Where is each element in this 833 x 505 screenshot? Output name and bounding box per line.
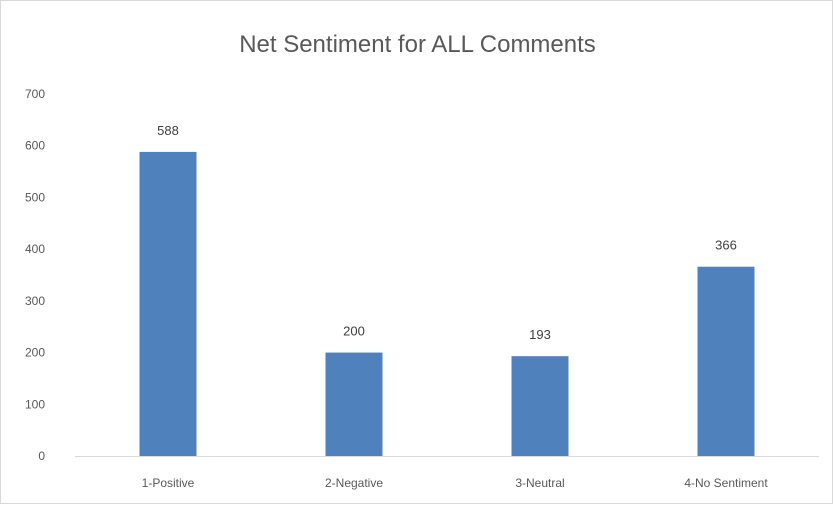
bar — [697, 266, 755, 456]
y-tick-label: 500 — [25, 190, 45, 204]
y-tick-label: 700 — [25, 87, 45, 101]
y-tick-label: 200 — [25, 346, 45, 360]
data-label: 588 — [157, 123, 179, 138]
y-tick-label: 300 — [25, 294, 45, 308]
data-label: 366 — [715, 238, 737, 253]
data-label: 200 — [343, 324, 365, 339]
y-tick-label: 600 — [25, 139, 45, 153]
x-tick-label: 2-Negative — [325, 476, 383, 490]
bar — [325, 352, 383, 456]
chart-title: Net Sentiment for ALL Comments — [239, 31, 596, 58]
y-tick-label: 400 — [25, 242, 45, 256]
y-tick-label: 0 — [38, 449, 45, 463]
x-tick-label: 3-Neutral — [515, 476, 564, 490]
bar — [139, 151, 197, 457]
y-tick-label: 100 — [25, 397, 45, 411]
x-tick-label: 4-No Sentiment — [684, 476, 768, 490]
bar — [511, 356, 569, 456]
data-label: 193 — [529, 327, 551, 342]
x-tick-label: 1-Positive — [142, 476, 195, 490]
